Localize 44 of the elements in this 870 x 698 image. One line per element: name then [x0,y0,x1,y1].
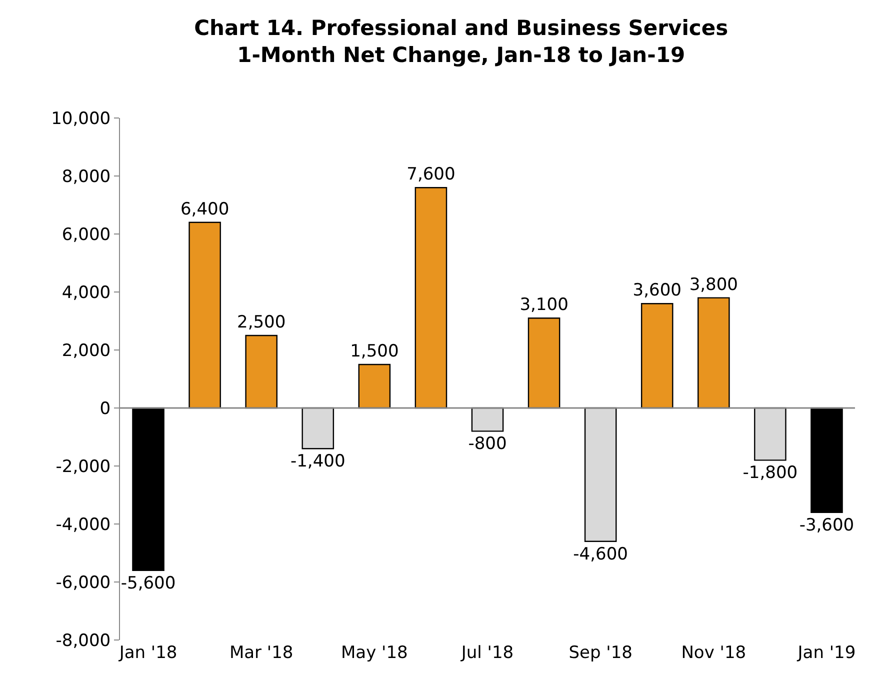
y-tick-label: -6,000 [56,572,111,593]
x-tick-label: Jan '18 [118,643,178,663]
y-tick-label: 10,000 [51,108,111,129]
bar [810,407,843,513]
data-label: 3,600 [632,280,682,301]
data-label: -4,600 [573,544,628,564]
bar [754,407,786,461]
x-tick-label: Nov '18 [681,643,746,663]
data-label: -800 [468,434,507,454]
bar [528,318,560,409]
y-tick-label: 8,000 [62,166,111,187]
y-tick-label: -8,000 [56,630,111,651]
bar [132,407,164,571]
bar [245,334,278,409]
data-label: 3,100 [520,295,568,316]
x-tick-label: Mar '18 [229,643,294,663]
bar [414,187,448,409]
x-tick-label: Jul '18 [460,643,514,663]
data-label: -1,800 [742,463,798,484]
data-label: -5,600 [120,573,176,594]
bar [188,222,221,409]
bar [358,364,391,409]
y-tick-label: -2,000 [56,456,111,477]
data-label: -1,400 [290,452,346,472]
y-tick-label: -4,000 [56,514,111,535]
y-tick-label: 0 [100,398,111,419]
bar [640,303,674,409]
y-tick-label: 6,000 [62,224,111,245]
y-tick-label: 2,000 [62,340,111,361]
data-label: 2,500 [237,312,286,332]
data-label: 6,400 [180,199,230,220]
x-tick-label: Jan '19 [796,643,856,663]
data-label: 1,500 [350,342,399,362]
bar [302,407,334,450]
data-label: 7,600 [406,164,456,185]
bar [698,297,730,409]
x-tick-label: May '18 [340,643,408,663]
data-label: 3,800 [689,274,738,295]
x-tick-label: Sep '18 [568,643,632,663]
data-label: -3,600 [799,515,854,536]
bar [471,407,504,432]
y-tick-label: 4,000 [62,282,111,303]
chart-title: Chart 14. Professional and Business Services 1-Month Net Change, Jan-18 to Jan-19 [194,16,728,68]
bar [584,407,617,542]
